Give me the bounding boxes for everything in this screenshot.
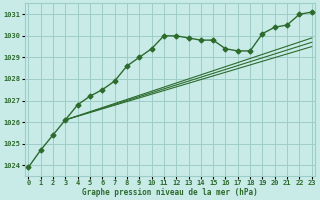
X-axis label: Graphe pression niveau de la mer (hPa): Graphe pression niveau de la mer (hPa) [82, 188, 258, 197]
